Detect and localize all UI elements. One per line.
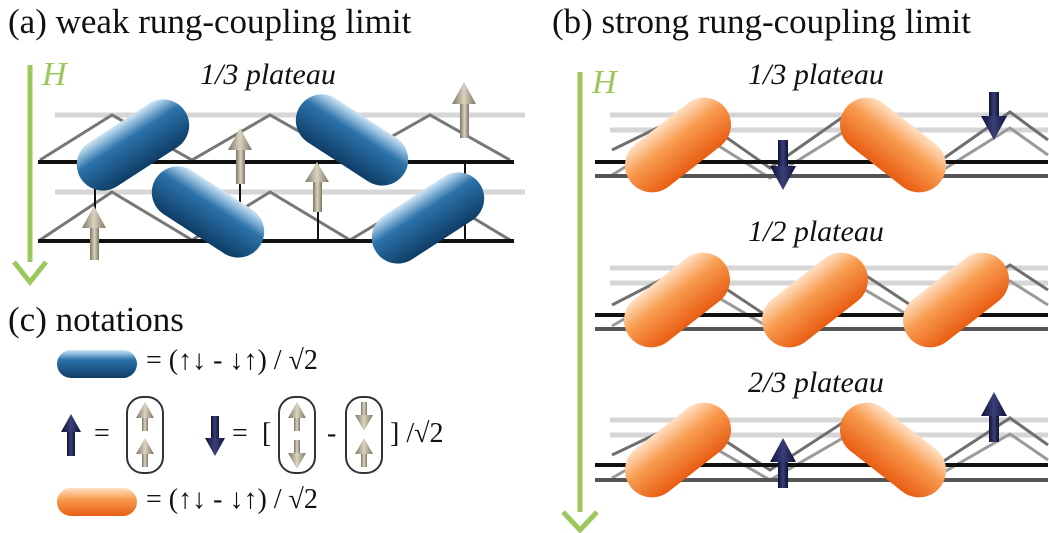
- orange-singlet-formula: = (↑↓ - ↓↑) / √2: [146, 484, 318, 515]
- plateau-label-b2: 1/2 plateau: [748, 215, 884, 248]
- zigzag-upper-a: [39, 113, 511, 162]
- field-arrow-a: [12, 65, 48, 287]
- orange-dimer-b3-1: [624, 402, 732, 498]
- navy-spin-up-legend: [61, 414, 81, 456]
- plateau-label-b1: 1/3 plateau: [748, 58, 884, 91]
- ladder-a: [38, 82, 525, 264]
- blue-singlet-formula: = (↑↓ - ↓↑) / √2: [146, 345, 318, 376]
- navy-spin-down-b1-1: [770, 140, 796, 190]
- plateau-label-a: 1/3 plateau: [200, 58, 336, 91]
- capsule-down-up: [345, 396, 383, 474]
- heading-c: (c) notations: [8, 300, 184, 339]
- bracket-close-sqrt2: ] /√2: [390, 418, 444, 449]
- field-arrow-b: [561, 72, 599, 533]
- blue-dimer-a-1: [76, 99, 190, 191]
- orange-dimer-legend: [57, 488, 137, 516]
- navy-spin-down-b1-2: [981, 92, 1007, 140]
- plateau-label-b3: 2/3 plateau: [748, 366, 884, 399]
- ladder-b-2: [595, 252, 1049, 348]
- orange-dimer-b2-2: [761, 252, 869, 348]
- ladder-b-3: [595, 392, 1049, 498]
- orange-dimer-b1-1: [624, 97, 732, 193]
- heading-a: (a) weak rung-coupling limit: [8, 2, 412, 41]
- beige-spin-up-a-1: [228, 128, 252, 184]
- capsule-up-up: [126, 396, 164, 474]
- bracket-open: [: [262, 418, 272, 449]
- field-label-a: H: [42, 56, 67, 93]
- blue-dimer-a-3: [295, 94, 409, 186]
- blue-dimer-a-2: [151, 166, 265, 258]
- up-equals-sign: =: [94, 418, 110, 449]
- capsule-up-down: [278, 396, 316, 474]
- heading-b: (b) strong rung-coupling limit: [552, 2, 971, 41]
- beige-spin-up-a-2: [82, 206, 106, 260]
- beige-spin-up-a-4: [452, 82, 476, 138]
- beige-spin-up-a-3: [305, 162, 329, 212]
- minus-sign: -: [327, 418, 337, 449]
- blue-dimer-a-4: [371, 172, 485, 264]
- field-label-b: H: [592, 64, 617, 101]
- orange-dimer-b2-1: [623, 252, 731, 348]
- orange-dimer-b3-2: [839, 402, 947, 498]
- navy-spin-up-b3-2: [981, 392, 1007, 442]
- orange-dimer-b1-2: [839, 97, 947, 193]
- down-equals-sign: =: [232, 418, 248, 449]
- orange-dimer-b2-3: [902, 252, 1010, 348]
- navy-spin-up-b3-1: [770, 438, 796, 488]
- navy-spin-down-legend: [205, 416, 225, 456]
- ladder-b-1: [595, 92, 1049, 193]
- blue-dimer-legend: [57, 350, 137, 378]
